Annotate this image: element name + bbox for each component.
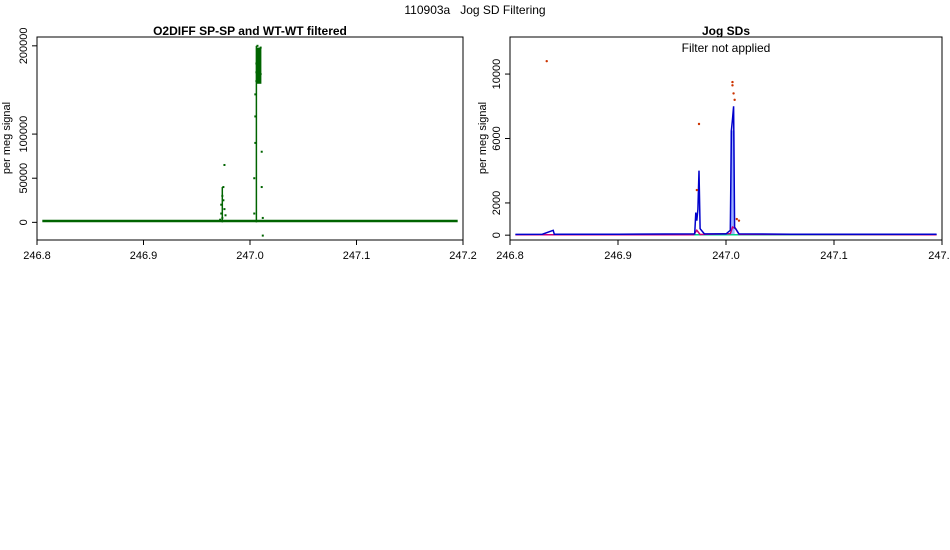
y-axis: 0 50000 100000 200000 [18, 27, 37, 225]
data-point [220, 212, 223, 215]
band [730, 130, 735, 236]
data-point [545, 59, 548, 63]
data-point [222, 199, 225, 202]
y-tick-label: 6000 [491, 126, 503, 150]
data-points [42, 44, 458, 237]
x-tick-label: 247.2 [928, 250, 950, 262]
page-title-text: Jog SD Filtering [460, 3, 546, 17]
data-point [253, 177, 256, 180]
x-tick-label: 247.1 [820, 250, 848, 262]
x-axis: 246.8 246.9 247.0 247.1 247.2 [496, 240, 950, 262]
page-id-label: 110903a [404, 3, 451, 17]
data-point [260, 150, 263, 153]
x-tick-label: 246.9 [604, 250, 632, 262]
data-lines [515, 59, 937, 236]
data-point [223, 208, 226, 211]
series-line [515, 106, 937, 236]
chart-title: Jog SDs [702, 24, 750, 38]
y-tick-label: 2000 [491, 191, 503, 215]
plot-frame [509, 36, 943, 241]
x-axis: 246.8 246.9 247.0 247.1 247.2 [23, 240, 477, 262]
plot-frame [36, 36, 464, 241]
data-point [735, 217, 738, 221]
x-tick-label: 247.0 [712, 250, 740, 262]
data-point [737, 219, 741, 222]
x-tick-label: 246.9 [130, 250, 158, 262]
page-title: 110903a Jog SD Filtering [0, 3, 950, 17]
x-tick-label: 246.8 [496, 250, 524, 262]
chart-annotation: Filter not applied [682, 41, 771, 55]
y-tick-label: 0 [491, 232, 503, 238]
x-tick-label: 247.2 [449, 250, 477, 262]
y-axis-label: per meg signal [477, 102, 489, 174]
data-point [733, 98, 736, 102]
data-point [261, 216, 264, 219]
y-tick-label: 10000 [491, 59, 503, 90]
x-tick-label: 247.0 [236, 250, 264, 262]
x-tick-label: 246.8 [23, 250, 51, 262]
data-point [222, 186, 225, 189]
spike-block [256, 47, 262, 84]
y-tick-label: 100000 [18, 116, 30, 153]
data-point [731, 84, 734, 87]
data-point [260, 186, 263, 189]
y-axis: 0 2000 6000 10000 [491, 59, 510, 238]
data-point [224, 214, 227, 217]
chart-title: O2DIFF SP-SP and WT-WT filtered [153, 24, 347, 38]
data-point [219, 218, 222, 221]
data-point [223, 163, 226, 166]
data-point [253, 212, 256, 215]
chart-right: Jog SDs Filter not applied per meg signa… [477, 24, 950, 262]
data-point [732, 92, 735, 95]
data-point [731, 80, 734, 84]
y-axis-label: per meg signal [1, 102, 13, 174]
data-point [254, 93, 257, 96]
data-point [697, 122, 701, 126]
data-point [695, 188, 699, 192]
data-point [254, 115, 257, 118]
data-point [220, 203, 223, 206]
data-point [254, 141, 257, 144]
x-tick-label: 247.1 [343, 250, 371, 262]
data-point [261, 234, 264, 237]
y-tick-label: 50000 [18, 163, 30, 194]
chart-left: O2DIFF SP-SP and WT-WT filtered per meg … [1, 24, 477, 262]
y-tick-label: 200000 [18, 27, 30, 64]
data-point [256, 44, 259, 47]
y-tick-label: 0 [18, 219, 30, 225]
